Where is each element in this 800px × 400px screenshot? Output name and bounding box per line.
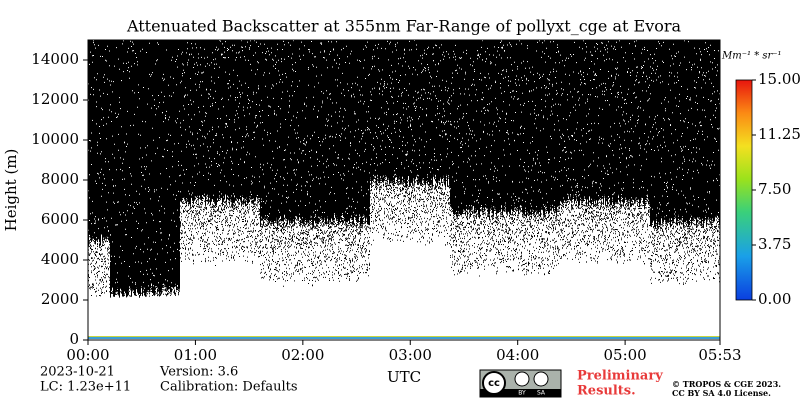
svg-text:SA: SA <box>537 390 546 397</box>
copyright: © TROPOS & CGE 2023. <box>672 379 781 389</box>
colorbar-tick-label: 15.00 <box>758 70 800 88</box>
calibration: Calibration: Defaults <box>160 380 298 395</box>
lc: LC: 1.23e+11 <box>40 380 131 395</box>
y-tick-label: 14000 <box>31 50 79 68</box>
y-tick-label: 2000 <box>41 290 79 308</box>
y-tick-label: 8000 <box>41 170 79 188</box>
y-tick-label: 6000 <box>41 210 79 228</box>
x-tick-label: 00:00 <box>66 346 109 364</box>
copyright: CC BY SA 4.0 License. <box>672 388 771 398</box>
chart-title: Attenuated Backscatter at 355nm Far-Rang… <box>126 17 682 36</box>
colorbar-tick-label: 0.00 <box>758 290 791 308</box>
colorbar-tick-label: 7.50 <box>758 180 791 198</box>
y-tick-label: 10000 <box>31 130 79 148</box>
y-tick-label: 4000 <box>41 250 79 268</box>
colorbar <box>735 79 753 301</box>
version: Version: 3.6 <box>159 365 238 380</box>
x-tick-label: 04:00 <box>496 346 539 364</box>
svg-text:BY: BY <box>518 390 526 397</box>
y-axis-label: Height (m) <box>2 149 20 232</box>
near-range-band <box>88 337 720 339</box>
date: 2023-10-21 <box>40 365 115 380</box>
x-tick-label: 05:00 <box>603 346 646 364</box>
plot-frame <box>87 39 721 341</box>
x-tick-label: 02:00 <box>281 346 324 364</box>
signal-region <box>88 40 720 298</box>
x-tick-label: 03:00 <box>389 346 432 364</box>
y-tick-label: 12000 <box>31 90 79 108</box>
colorbar-tick-label: 11.25 <box>758 125 800 143</box>
colorbar-tick-label: 3.75 <box>758 235 791 253</box>
svg-text:cc: cc <box>488 378 500 389</box>
colorbar-label: Mm⁻¹ * sr⁻¹ <box>721 51 782 62</box>
x-tick-label: 05:53 <box>698 346 741 364</box>
preliminary: Preliminary <box>577 369 663 384</box>
cc-badge: cc BY SA <box>479 369 562 398</box>
near-range-band <box>88 336 720 337</box>
preliminary: Results. <box>577 384 636 399</box>
x-axis-label: UTC <box>387 368 421 386</box>
y-tick-label: 0 <box>69 330 79 348</box>
x-tick-label: 01:00 <box>174 346 217 364</box>
backscatter-image <box>88 40 720 339</box>
